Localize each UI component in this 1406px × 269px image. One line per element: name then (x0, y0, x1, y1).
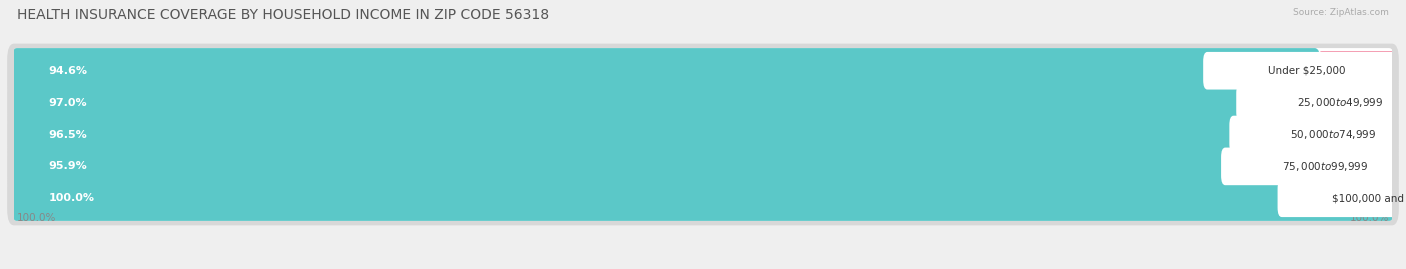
Text: 97.0%: 97.0% (48, 98, 87, 108)
FancyBboxPatch shape (7, 44, 1399, 98)
Text: Source: ZipAtlas.com: Source: ZipAtlas.com (1294, 8, 1389, 17)
FancyBboxPatch shape (11, 112, 1395, 157)
Text: HEALTH INSURANCE COVERAGE BY HOUSEHOLD INCOME IN ZIP CODE 56318: HEALTH INSURANCE COVERAGE BY HOUSEHOLD I… (17, 8, 548, 22)
FancyBboxPatch shape (11, 144, 1339, 189)
Text: 100.0%: 100.0% (17, 213, 56, 223)
FancyBboxPatch shape (1317, 51, 1396, 90)
Text: 96.5%: 96.5% (48, 129, 87, 140)
FancyBboxPatch shape (11, 48, 1320, 93)
FancyBboxPatch shape (1278, 179, 1406, 217)
FancyBboxPatch shape (7, 171, 1399, 225)
FancyBboxPatch shape (7, 107, 1399, 162)
FancyBboxPatch shape (11, 80, 1395, 125)
FancyBboxPatch shape (11, 48, 1395, 93)
FancyBboxPatch shape (1344, 115, 1398, 154)
FancyBboxPatch shape (11, 176, 1395, 221)
Text: $100,000 and over: $100,000 and over (1333, 193, 1406, 203)
Text: 100.0%: 100.0% (48, 193, 94, 203)
FancyBboxPatch shape (11, 80, 1354, 125)
FancyBboxPatch shape (11, 176, 1395, 221)
FancyBboxPatch shape (1220, 148, 1406, 185)
FancyBboxPatch shape (7, 76, 1399, 130)
FancyBboxPatch shape (1336, 147, 1396, 186)
FancyBboxPatch shape (7, 139, 1399, 193)
Text: Under $25,000: Under $25,000 (1268, 66, 1346, 76)
FancyBboxPatch shape (1229, 116, 1406, 153)
FancyBboxPatch shape (1236, 84, 1406, 121)
Text: 94.6%: 94.6% (48, 66, 87, 76)
FancyBboxPatch shape (1392, 179, 1406, 218)
Text: $50,000 to $74,999: $50,000 to $74,999 (1291, 128, 1376, 141)
Text: 95.9%: 95.9% (48, 161, 87, 171)
Text: 100.0%: 100.0% (1350, 213, 1389, 223)
FancyBboxPatch shape (1204, 52, 1406, 90)
Text: $25,000 to $49,999: $25,000 to $49,999 (1298, 96, 1384, 109)
FancyBboxPatch shape (11, 112, 1347, 157)
FancyBboxPatch shape (11, 144, 1395, 189)
FancyBboxPatch shape (1351, 83, 1396, 122)
Text: $75,000 to $99,999: $75,000 to $99,999 (1282, 160, 1368, 173)
